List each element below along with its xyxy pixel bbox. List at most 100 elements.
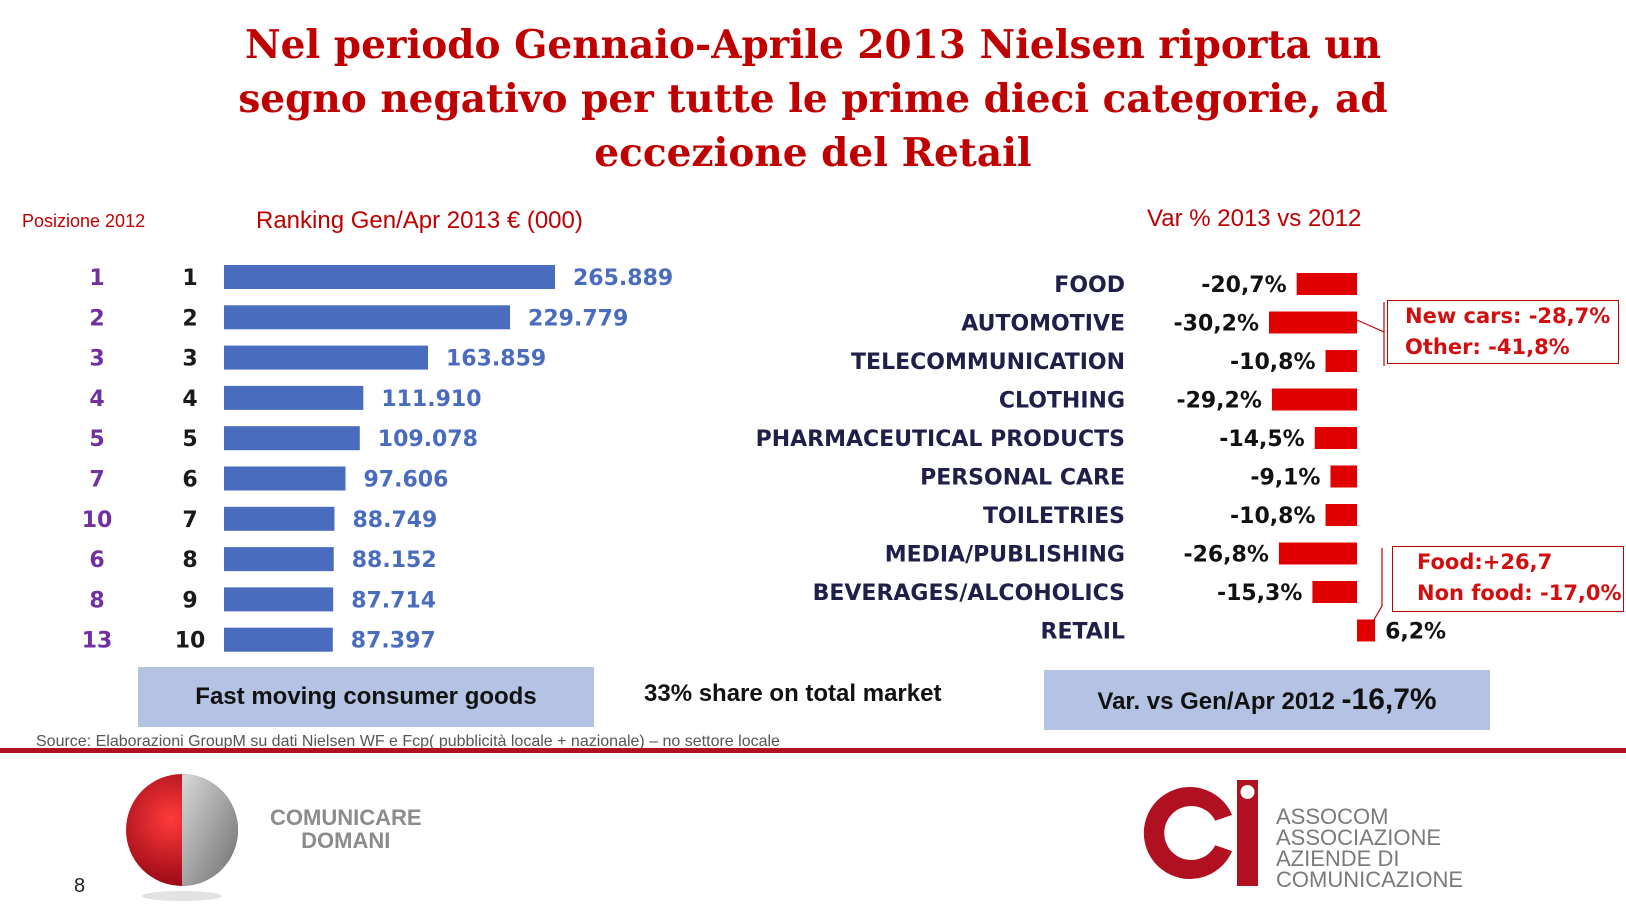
assocom-wordmark: ASSOCOM ASSOCIAZIONE AZIENDE DI COMUNICA… xyxy=(1276,804,1463,892)
variation-bar xyxy=(1314,427,1357,449)
source-note: Source: Elaborazioni GroupM su dati Niel… xyxy=(36,733,780,750)
rank-2013-label: 9 xyxy=(182,588,197,613)
rank-2013-label: 4 xyxy=(182,387,197,412)
ranking-bar-chart: 265.889 1 1 229.779 2 2 163.859 3 3 111.910 4 4 109.… xyxy=(82,265,673,654)
variation-bar xyxy=(1325,350,1357,372)
rank-2013-label: 8 xyxy=(182,548,197,573)
ranking-value-label: 265.889 xyxy=(573,266,673,291)
position-2012-label: 6 xyxy=(89,548,104,573)
variation-bar xyxy=(1278,542,1357,565)
position-2012-label: 10 xyxy=(82,508,113,533)
ranking-bar xyxy=(224,547,334,572)
category-label: MEDIA/PUBLISHING xyxy=(885,543,1125,568)
comunicare-word: COMUNICARE xyxy=(270,805,422,830)
variation-value-label: -20,7% xyxy=(1201,273,1286,298)
automotive-callout-line-1: New cars: -28,7% xyxy=(1405,304,1611,328)
automotive-callout-line-2: Other: -41,8% xyxy=(1405,335,1570,359)
ranking-bar xyxy=(224,305,511,330)
variation-value-label: -26,8% xyxy=(1183,543,1268,568)
page-number: 8 xyxy=(74,875,86,897)
comunicare-domani-wordmark: COMUNICARE DOMANI xyxy=(270,806,422,852)
comunicazione-word: COMUNICAZIONE xyxy=(1276,867,1463,892)
retail-callout-line-1: Food:+26,7 xyxy=(1417,550,1553,574)
rank-2013-label: 10 xyxy=(175,629,206,654)
assocom-word: ASSOCOM xyxy=(1276,804,1389,829)
ranking-bar xyxy=(224,345,428,370)
category-label: FOOD xyxy=(1054,273,1125,298)
category-label: PHARMACEUTICAL PRODUCTS xyxy=(756,427,1125,452)
position-2012-label: 3 xyxy=(89,347,104,372)
variation-bar xyxy=(1330,465,1357,488)
automotive-callout: New cars: -28,7% Other: -41,8% xyxy=(1387,300,1619,364)
ranking-bar xyxy=(224,506,335,531)
variation-value-label: -10,8% xyxy=(1230,504,1315,529)
ranking-bar xyxy=(224,466,346,491)
retail-callout-line-2: Non food: -17,0% xyxy=(1417,581,1622,605)
category-label: AUTOMOTIVE xyxy=(961,312,1125,337)
variation-value-label: -9,1% xyxy=(1250,466,1320,491)
associazione-word: ASSOCIAZIONE xyxy=(1276,825,1442,850)
ranking-value-label: 87.397 xyxy=(351,629,436,654)
ranking-value-label: 163.859 xyxy=(446,347,546,372)
total-variation-box: Var. vs Gen/Apr 2012 -16,7% xyxy=(1044,670,1490,730)
rank-2013-label: 5 xyxy=(182,427,197,452)
ranking-value-label: 97.606 xyxy=(364,468,449,493)
footer-divider xyxy=(0,748,1626,753)
ranking-bar xyxy=(224,426,360,451)
comunicare-domani-logo-icon xyxy=(126,774,238,901)
total-variation-label: Var. vs Gen/Apr 2012 xyxy=(1097,688,1342,715)
variation-value-label: -29,2% xyxy=(1176,389,1261,414)
ranking-value-label: 109.078 xyxy=(378,427,478,452)
ranking-chart-title: Ranking Gen/Apr 2013 € (000) xyxy=(256,207,583,234)
variation-value-label: -30,2% xyxy=(1174,312,1259,337)
ranking-value-label: 87.714 xyxy=(351,588,436,613)
rank-2013-label: 2 xyxy=(182,306,197,331)
variation-value-label: -15,3% xyxy=(1217,581,1302,606)
ranking-bar xyxy=(224,265,555,289)
variation-bar xyxy=(1271,388,1357,411)
positions-2012-header: Posizione 2012 xyxy=(22,211,146,231)
market-share-text: 33% share on total market xyxy=(644,680,942,707)
total-variation-value: -16,7% xyxy=(1341,683,1437,716)
page-title: Nel periodo Gennaio-Aprile 2013 Nielsen … xyxy=(0,18,1626,180)
position-2012-label: 8 xyxy=(89,588,104,613)
variation-value-label: -14,5% xyxy=(1219,427,1304,452)
aziende-di-word: AZIENDE DI xyxy=(1276,846,1400,871)
rank-2013-label: 3 xyxy=(182,347,197,372)
ranking-value-label: 111.910 xyxy=(381,387,481,412)
variation-value-label: -10,8% xyxy=(1230,350,1315,375)
category-label: BEVERAGES/ALCOHOLICS xyxy=(813,581,1125,606)
position-2012-label: 13 xyxy=(82,629,113,654)
variation-chart-title: Var % 2013 vs 2012 xyxy=(1147,205,1362,232)
retail-callout: Food:+26,7 Non food: -17,0% xyxy=(1392,546,1624,612)
category-label: RETAIL xyxy=(1041,620,1126,645)
position-2012-label: 1 xyxy=(89,266,104,291)
rank-2013-label: 6 xyxy=(182,468,197,493)
rank-2013-label: 1 xyxy=(182,266,197,291)
category-label: TELECOMMUNICATION xyxy=(851,350,1125,375)
variation-bar xyxy=(1312,581,1357,603)
variation-bar xyxy=(1296,273,1357,295)
position-2012-label: 7 xyxy=(89,468,104,493)
title-line-1: Nel periodo Gennaio-Aprile 2013 Nielsen … xyxy=(244,22,1382,68)
category-label: CLOTHING xyxy=(999,389,1125,414)
rank-2013-label: 7 xyxy=(182,508,197,533)
variation-bar-chart: FOOD -20,7% AUTOMOTIVE -30,2% TELECOMMUNICAT… xyxy=(756,273,1446,645)
title-line-2: segno negativo per tutte le prime dieci … xyxy=(238,76,1388,122)
title-line-3: eccezione del Retail xyxy=(594,130,1032,176)
retail-callout-connector xyxy=(1367,605,1383,631)
fmcg-box: Fast moving consumer goods xyxy=(138,667,594,727)
variation-bar xyxy=(1269,311,1357,334)
automotive-callout-connector xyxy=(1356,319,1385,333)
ranking-value-label: 88.749 xyxy=(352,508,437,533)
category-label: PERSONAL CARE xyxy=(920,466,1125,491)
ranking-bar xyxy=(224,385,364,410)
category-label: TOILETRIES xyxy=(983,504,1125,529)
domani-word: DOMANI xyxy=(301,828,391,853)
ranking-bar xyxy=(224,627,333,652)
ranking-value-label: 88.152 xyxy=(352,548,437,573)
position-2012-label: 5 xyxy=(89,427,104,452)
variation-bar xyxy=(1325,504,1357,526)
assocom-logo-icon xyxy=(1143,780,1258,886)
variation-value-label: 6,2% xyxy=(1385,620,1446,645)
